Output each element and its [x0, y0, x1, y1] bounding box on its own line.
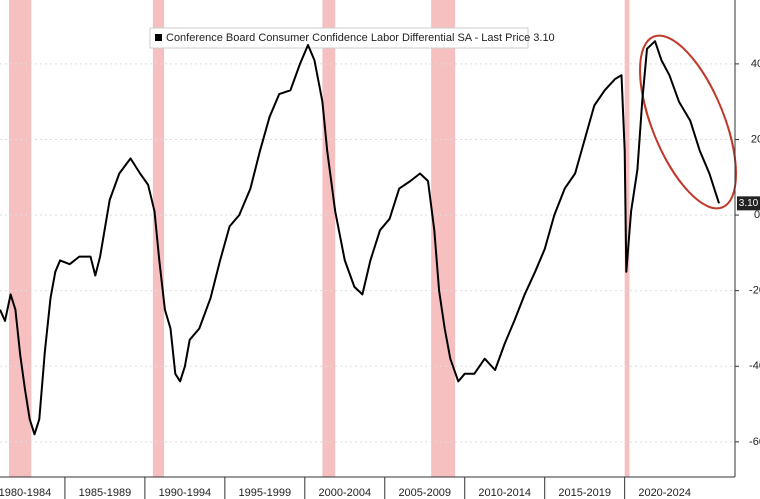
last-price-box — [737, 196, 760, 211]
x-tick-label: 1995-1999 — [239, 487, 292, 499]
y-tick-label: 40 — [751, 58, 760, 70]
highlight-ellipse — [639, 34, 737, 210]
recession-band — [152, 0, 165, 477]
legend-box — [149, 27, 529, 49]
x-tick-label: 1990-1994 — [159, 487, 212, 499]
x-tick-label: 2020-2024 — [638, 487, 691, 499]
x-tick-label: 2005-2009 — [398, 487, 451, 499]
last-price-label: 3.10 — [739, 198, 759, 209]
legend-label: Conference Board Consumer Confidence Lab… — [166, 32, 555, 44]
background — [0, 0, 735, 477]
y-tick-label: -60 — [749, 436, 760, 448]
y-tick-label: -20 — [749, 285, 760, 297]
y-tick-label: 20 — [751, 133, 760, 145]
x-tick-label: 1980-1984 — [0, 487, 51, 499]
recession-band — [8, 0, 32, 477]
x-tick-label: 2000-2004 — [318, 487, 371, 499]
x-tick-label: 2010-2014 — [478, 487, 531, 499]
recession-band — [624, 0, 630, 477]
x-tick-label: 2015-2019 — [558, 487, 611, 499]
y-tick-label: -40 — [749, 360, 760, 372]
recession-band — [322, 0, 336, 477]
y-tick-label: 0 — [754, 209, 760, 221]
x-tick-label: 1985-1989 — [79, 487, 132, 499]
legend-swatch — [155, 34, 162, 41]
series-line — [0, 40, 720, 436]
